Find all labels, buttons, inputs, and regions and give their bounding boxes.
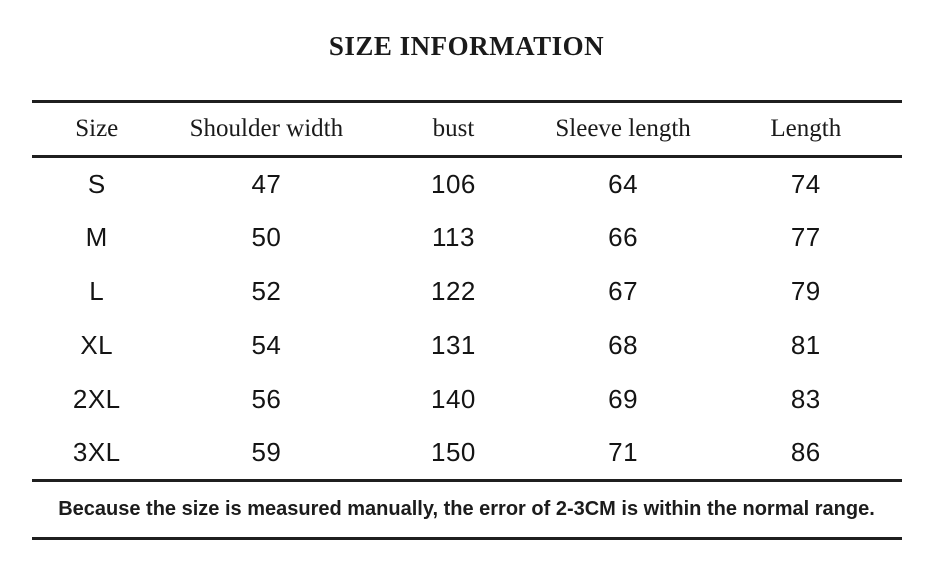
cell-shoulder-width: 47 <box>251 168 282 199</box>
column-header-size: Size <box>75 115 119 142</box>
measurement-note: Because the size is measured manually, t… <box>58 498 875 520</box>
cell-length: 83 <box>790 384 821 414</box>
cell-bust: 122 <box>431 276 476 306</box>
cell-sleeve-length: 71 <box>608 437 639 468</box>
cell-shoulder-width: 54 <box>251 330 282 360</box>
cell-shoulder-width: 56 <box>251 384 282 414</box>
cell-shoulder-width: 50 <box>251 222 282 252</box>
table-row-s: S 47 106 64 74 <box>32 157 902 211</box>
size-table: Size Shoulder width bust Sleeve length L… <box>31 100 902 540</box>
cell-size: M <box>85 222 108 252</box>
table-row-l: L 52 122 67 79 <box>32 265 902 319</box>
cell-sleeve-length: 68 <box>608 330 639 360</box>
table-row-2xl: 2XL 56 140 69 83 <box>32 373 902 427</box>
cell-length: 81 <box>790 330 821 360</box>
cell-length: 74 <box>790 168 821 199</box>
column-header-bust: bust <box>432 115 475 142</box>
cell-size: XL <box>80 330 114 360</box>
column-header-sleeve-length: Sleeve length <box>555 115 691 142</box>
column-header-shoulder-width: Shoulder width <box>189 115 344 142</box>
cell-size: 3XL <box>72 437 121 468</box>
cell-bust: 106 <box>431 168 476 199</box>
cell-bust: 150 <box>431 437 476 468</box>
cell-bust: 140 <box>431 384 476 414</box>
note-row: Because the size is measured manually, t… <box>31 480 902 539</box>
cell-length: 86 <box>790 437 821 468</box>
cell-sleeve-length: 64 <box>608 168 639 199</box>
cell-bust: 131 <box>431 330 476 360</box>
cell-sleeve-length: 67 <box>608 276 639 306</box>
table-row-m: M 50 113 66 77 <box>32 211 902 265</box>
cell-bust: 113 <box>431 222 475 252</box>
cell-size: S <box>87 168 106 199</box>
cell-shoulder-width: 59 <box>251 437 282 468</box>
page-title: SIZE INFORMATION <box>328 31 605 61</box>
cell-length: 77 <box>790 222 821 252</box>
table-row-3xl: 3XL 59 150 71 86 <box>32 427 902 481</box>
cell-shoulder-width: 52 <box>251 276 282 306</box>
header-row: Size Shoulder width bust Sleeve length L… <box>31 101 902 157</box>
cell-length: 79 <box>790 276 821 306</box>
cell-size: L <box>89 276 105 306</box>
size-table-footer: Because the size is measured manually, t… <box>31 480 902 539</box>
size-table-header: Size Shoulder width bust Sleeve length L… <box>31 101 902 157</box>
table-row-xl: XL 54 131 68 81 <box>32 319 902 373</box>
cell-sleeve-length: 66 <box>608 222 639 252</box>
cell-sleeve-length: 69 <box>608 384 639 414</box>
cell-size: 2XL <box>72 384 121 414</box>
column-header-length: Length <box>770 115 842 142</box>
size-table-body: S 47 106 64 74 M 50 113 66 77 L 52 122 6… <box>32 157 902 481</box>
